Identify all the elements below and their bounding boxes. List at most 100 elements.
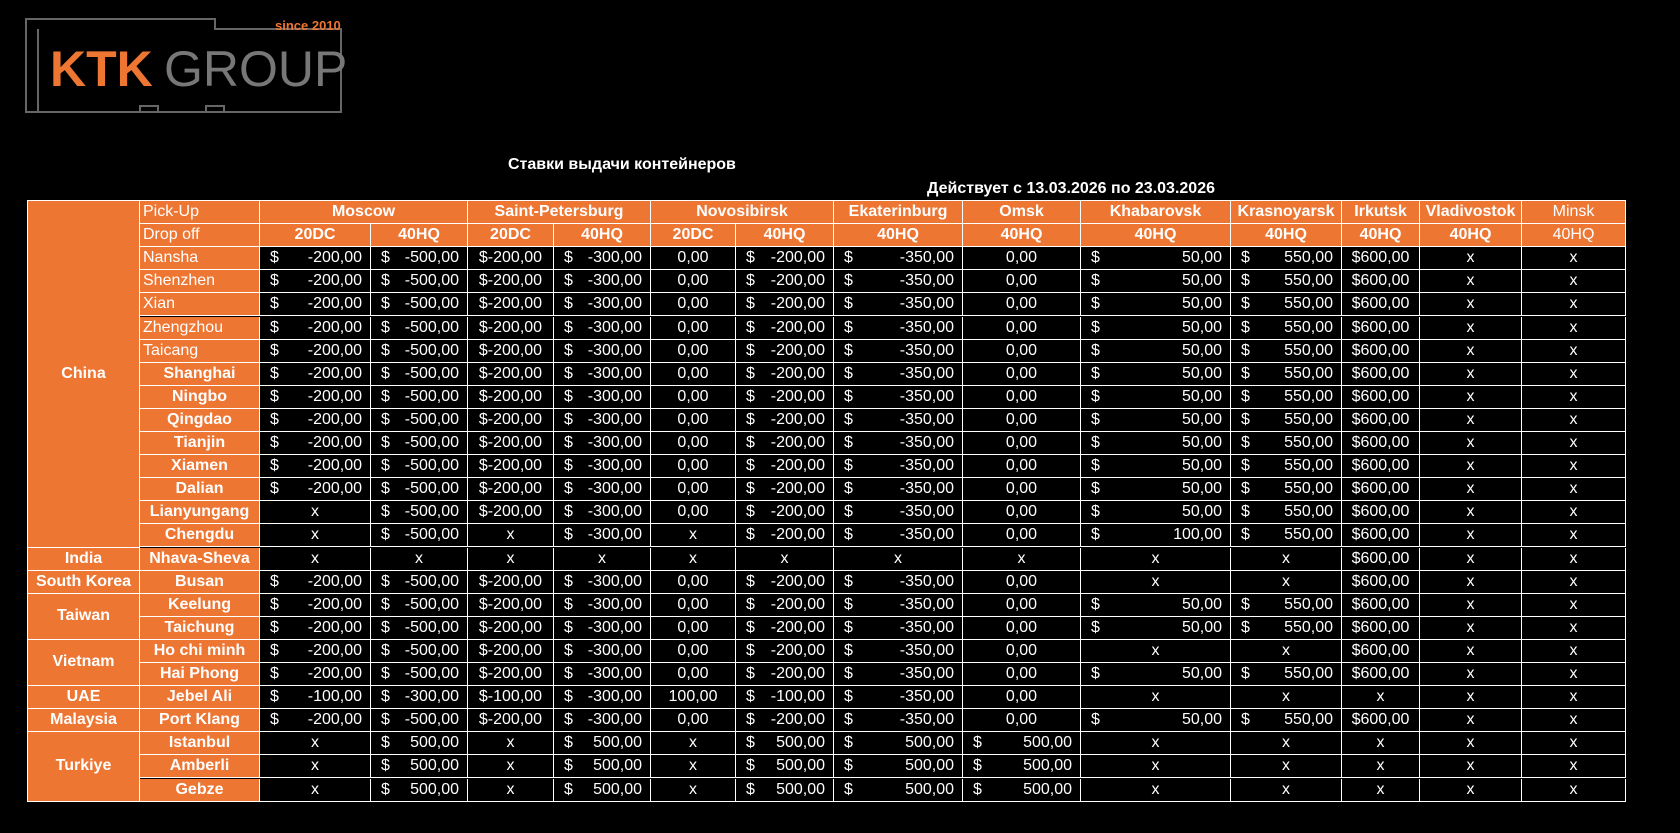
amount: 550,00 <box>1284 665 1333 683</box>
container-type: 40HQ <box>1420 224 1522 248</box>
amount: -200,00 <box>307 272 362 290</box>
currency: $ <box>844 503 853 521</box>
rate-cell: $ -300,00 <box>554 663 651 687</box>
amount: -300,00 <box>587 410 642 428</box>
rate-cell: $ -350,00 <box>834 524 963 548</box>
currency: $ <box>270 364 279 382</box>
rate-cell: $550,00 <box>1231 663 1342 687</box>
amount: -200,00 <box>307 595 362 613</box>
amount: -300,00 <box>587 272 642 290</box>
amount: -500,00 <box>404 457 459 475</box>
rate-cell: x <box>1420 778 1522 802</box>
currency: $ <box>746 734 755 752</box>
rate-cell: $-200,00 <box>260 478 371 502</box>
rate-cell: $50,00 <box>1081 270 1231 294</box>
amount: -350,00 <box>899 341 954 359</box>
amount: 500,00 <box>593 734 642 752</box>
amount: 50,00 <box>1181 595 1222 613</box>
amount: -300,00 <box>587 434 642 452</box>
rate-cell: $-200,00 <box>468 593 554 617</box>
rate-cell: $ -300,00 <box>554 339 651 363</box>
amount: -350,00 <box>899 526 954 544</box>
rate-cell: x <box>963 547 1081 571</box>
rate-cell: $ -300,00 <box>554 247 651 271</box>
rate-cell: $550,00 <box>1231 478 1342 502</box>
port: Shanghai <box>140 362 260 386</box>
currency: $ <box>270 641 279 659</box>
rate-cell: $ -350,00 <box>834 501 963 525</box>
port: Amberli <box>140 755 260 779</box>
rate-cell: x <box>1420 616 1522 640</box>
amount: 500,00 <box>593 780 642 798</box>
currency: $ <box>1091 387 1100 405</box>
rate-cell: $50,00 <box>1081 316 1231 340</box>
rate-cell: $550,00 <box>1231 339 1342 363</box>
currency: $ <box>564 364 573 382</box>
currency: $ <box>381 341 390 359</box>
rate-cell: $ -200,00 <box>260 362 371 386</box>
currency: $ <box>270 688 279 706</box>
amount: -350,00 <box>899 711 954 729</box>
rate-cell: $ -300,00 <box>554 385 651 409</box>
rate-cell: 0,00 <box>651 570 736 594</box>
logo-foot <box>205 105 225 113</box>
currency: $ <box>1091 595 1100 613</box>
rate-cell: $ -350,00 <box>834 686 963 710</box>
port: Nansha <box>140 247 260 271</box>
amount: -200,00 <box>307 434 362 452</box>
rate-cell: $550,00 <box>1231 593 1342 617</box>
rate-cell: $ -300,00 <box>554 270 651 294</box>
rate-cell: 0,00 <box>963 247 1081 271</box>
rate-cell: x <box>1522 732 1626 756</box>
currency: $ <box>844 272 853 290</box>
rate-cell: $600,00 <box>1342 478 1420 502</box>
rate-cell: $-200,00 <box>260 663 371 687</box>
rate-cell: 0,00 <box>963 686 1081 710</box>
currency: $ <box>270 711 279 729</box>
rate-cell: $50,00 <box>1081 247 1231 271</box>
amount: -200,00 <box>307 295 362 313</box>
rate-cell: 0,00 <box>651 478 736 502</box>
amount: 500,00 <box>410 780 459 798</box>
amount: -300,00 <box>587 295 642 313</box>
rate-cell: 0,00 <box>651 362 736 386</box>
rate-cell: $-200,00 <box>736 362 834 386</box>
rate-cell: $-200,00 <box>468 478 554 502</box>
port: Xiamen <box>140 455 260 479</box>
amount: -200,00 <box>307 364 362 382</box>
currency: $ <box>1091 665 1100 683</box>
city-header: Saint-Petersburg <box>468 201 651 225</box>
amount: -500,00 <box>404 434 459 452</box>
port: Nhava-Sheva <box>140 547 260 571</box>
amount: -500,00 <box>404 480 459 498</box>
rate-cell: $550,00 <box>1231 408 1342 432</box>
rate-cell: $500,00 <box>963 778 1081 802</box>
rate-cell: $600,00 <box>1342 570 1420 594</box>
rate-cell: $ -500,00 <box>371 408 468 432</box>
amount: -350,00 <box>899 364 954 382</box>
table-border <box>27 200 1626 201</box>
currency: $ <box>844 711 853 729</box>
port: Keelung <box>140 593 260 617</box>
rate-cell: $ -500,00 <box>371 709 468 733</box>
currency: $ <box>381 526 390 544</box>
currency: $ <box>270 410 279 428</box>
amount: 50,00 <box>1181 318 1222 336</box>
rate-cell: x <box>651 778 736 802</box>
amount: 550,00 <box>1284 434 1333 452</box>
rate-cell: $50,00 <box>1081 362 1231 386</box>
rate-cell: $ -500,00 <box>371 339 468 363</box>
rate-cell: $-200,00 <box>736 616 834 640</box>
amount: -350,00 <box>899 618 954 636</box>
city-header: Krasnoyarsk <box>1231 201 1342 225</box>
rate-cell: x <box>260 524 371 548</box>
amount: -200,00 <box>307 387 362 405</box>
amount: -350,00 <box>899 249 954 267</box>
rate-cell: $600,00 <box>1342 593 1420 617</box>
currency: $ <box>844 295 853 313</box>
rate-cell: $-200,00 <box>468 432 554 456</box>
rate-cell: $600,00 <box>1342 501 1420 525</box>
container-type: 40HQ <box>1231 224 1342 248</box>
rate-cell: $-200,00 <box>260 709 371 733</box>
port: Tianjin <box>140 432 260 456</box>
